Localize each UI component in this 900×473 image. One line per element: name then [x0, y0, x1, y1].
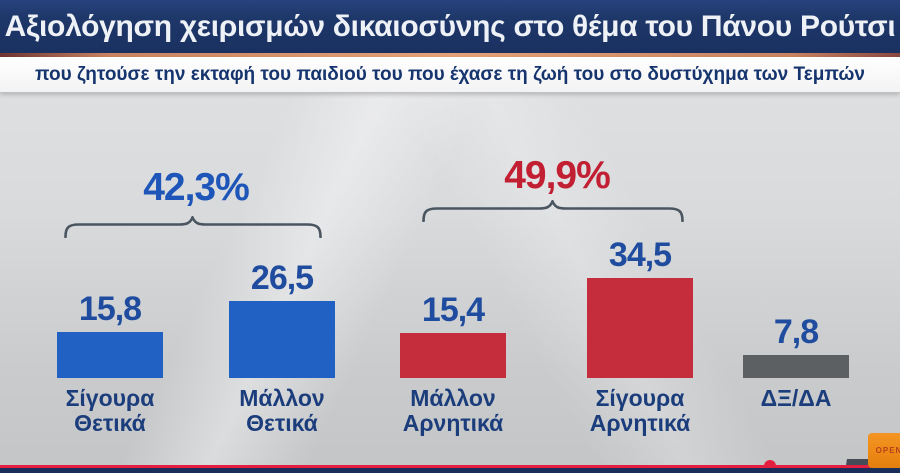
- group-label-positive: 42,3%: [143, 166, 250, 209]
- category-label-5: ΔΞ/ΔΑ: [760, 385, 832, 411]
- negative-group-brace-icon: [422, 200, 684, 222]
- page-title: Αξιολόγηση χειρισμών δικαιοσύνης στο θέμ…: [4, 9, 896, 43]
- category-label-2: Μάλλον Θετικά: [239, 385, 325, 436]
- subtitle-bar: που ζητούσε την εκταφή του παιδιού του π…: [0, 57, 900, 93]
- accent-line: [0, 53, 900, 57]
- bar-4: [587, 278, 693, 378]
- open-logo-text: OPEN: [875, 446, 900, 455]
- value-label-2: 26,5: [250, 259, 314, 297]
- header-bar: Αξιολόγηση χειρισμών δικαιοσύνης στο θέμ…: [0, 0, 900, 53]
- category-label-4: Σίγουρα Αρνητικά: [589, 385, 691, 436]
- value-label-1: 15,8: [78, 290, 142, 328]
- value-label-3: 15,4: [421, 291, 485, 329]
- page-subtitle: που ζητούσε την εκταφή του παιδιού του π…: [35, 63, 865, 85]
- bar-2: [229, 301, 335, 378]
- video-progress-bar[interactable]: [0, 465, 900, 468]
- value-label-5: 7,8: [773, 313, 819, 351]
- bottom-bar: [0, 468, 900, 473]
- category-label-1: Σίγουρα Θετικά: [65, 385, 155, 436]
- open-channel-logo: OPEN: [868, 433, 900, 468]
- bar-5: [743, 355, 849, 378]
- bar-1: [57, 332, 163, 378]
- group-label-negative: 49,9%: [504, 154, 611, 197]
- positive-group-brace-icon: [64, 216, 322, 238]
- category-label-3: Μάλλον Αρνητικά: [402, 385, 504, 436]
- value-label-4: 34,5: [608, 236, 672, 274]
- bar-3: [400, 333, 506, 378]
